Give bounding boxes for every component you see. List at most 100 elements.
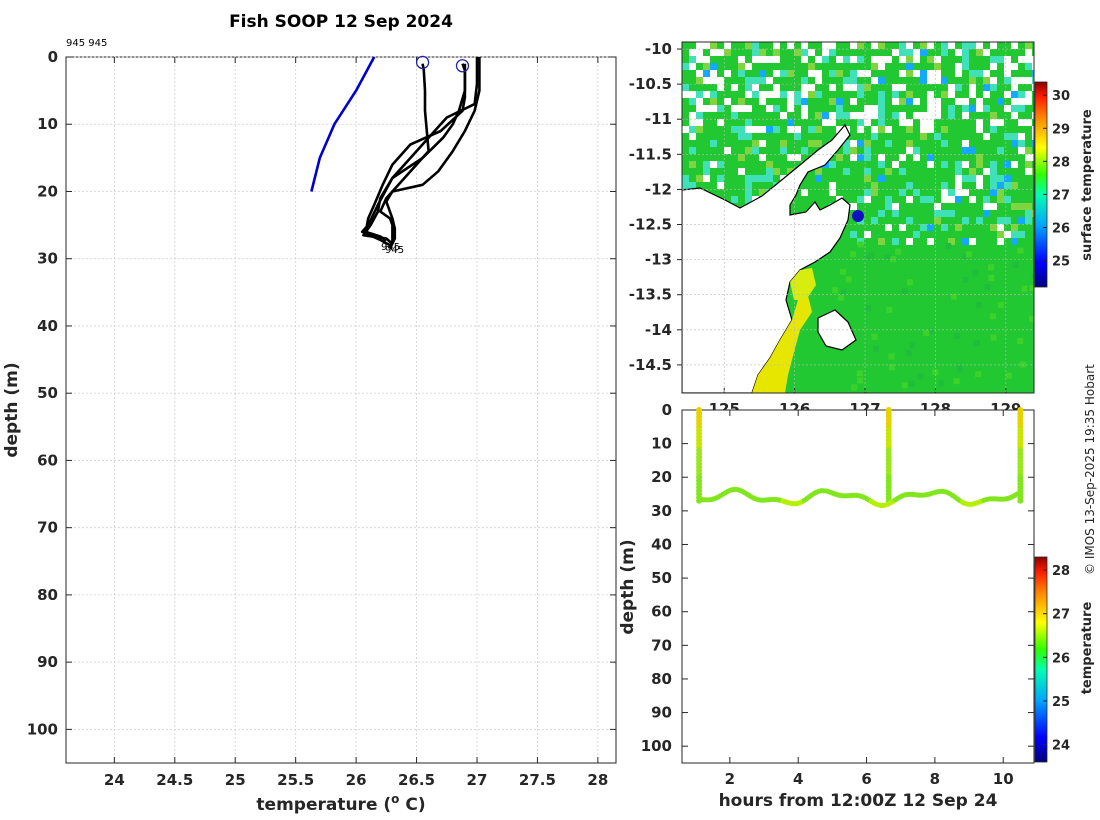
sst-cell	[983, 70, 990, 77]
section-axes-frame	[681, 409, 1035, 764]
sst-cell	[969, 91, 976, 98]
sst-cell	[752, 91, 759, 98]
sst-cell	[983, 77, 990, 84]
sst-cell	[759, 49, 766, 56]
sst-cell	[864, 196, 871, 203]
sst-cell	[829, 182, 836, 189]
sst-cell	[843, 84, 850, 91]
sst-cell	[829, 98, 836, 105]
y-tick-label: 100	[27, 720, 58, 738]
sst-cell	[787, 119, 794, 126]
sst-cell	[836, 98, 843, 105]
sst-cell	[857, 56, 864, 63]
sst-cell	[905, 349, 912, 356]
sst-cell	[1032, 126, 1034, 133]
sst-cell	[1011, 42, 1018, 49]
sst-cell	[717, 175, 724, 182]
sst-cell	[878, 105, 885, 112]
sst-cell	[976, 42, 983, 49]
sst-cell	[997, 147, 1004, 154]
sst-cell	[962, 161, 969, 168]
sst-cell	[857, 241, 864, 248]
x-tick-label: 28	[587, 771, 608, 789]
sst-cell	[976, 182, 983, 189]
sst-cell	[759, 70, 766, 77]
sst-cell	[873, 346, 880, 353]
sst-cell	[696, 49, 703, 56]
sst-cell	[703, 91, 710, 98]
sst-cell	[717, 105, 724, 112]
sst-cell	[864, 254, 871, 261]
sst-cell	[906, 182, 913, 189]
sst-cell	[878, 175, 885, 182]
sst-cell	[927, 154, 934, 161]
sst-cell	[906, 119, 913, 126]
sst-cell	[983, 91, 990, 98]
sst-cell	[962, 238, 969, 245]
sst-cell	[745, 119, 752, 126]
colorbar-tick-label: 27	[1052, 608, 1070, 623]
colorbar-tick-label: 28	[1052, 155, 1070, 170]
sst-cell	[892, 112, 899, 119]
sst-cell	[864, 189, 871, 196]
sst-cell	[948, 105, 955, 112]
sst-cell	[745, 91, 752, 98]
sst-cell	[1011, 238, 1018, 245]
sst-cell	[990, 182, 997, 189]
sst-cell	[801, 112, 808, 119]
sst-cell	[899, 189, 906, 196]
sst-cell	[766, 168, 773, 175]
sst-cell	[871, 56, 878, 63]
map-y-tick-label: -11.5	[629, 145, 672, 163]
sst-cell	[888, 353, 895, 360]
sst-cell	[941, 210, 948, 217]
sst-cell	[710, 91, 717, 98]
sst-cell	[850, 42, 857, 49]
sst-cell	[759, 140, 766, 147]
sst-cell	[1019, 361, 1026, 368]
y-tick-label: 80	[37, 586, 58, 604]
sst-cell	[920, 42, 927, 49]
sst-cell	[1011, 161, 1018, 168]
sst-cell	[745, 77, 752, 84]
sst-cell	[808, 126, 815, 133]
sst-cell	[955, 84, 962, 91]
map-y-tick-label: -12	[645, 180, 672, 198]
sst-cell	[717, 161, 724, 168]
sst-cell	[836, 112, 843, 119]
sst-cell	[1018, 203, 1025, 210]
sst-cell	[997, 196, 1004, 203]
sst-cell	[1032, 56, 1034, 63]
sst-cell	[745, 42, 752, 49]
sst-cell	[941, 42, 948, 49]
sst-cell	[773, 42, 780, 49]
sst-cell	[703, 161, 710, 168]
sst-cell	[908, 380, 915, 387]
sst-cell	[815, 140, 822, 147]
sst-cell	[857, 238, 864, 245]
sst-cell	[759, 77, 766, 84]
sst-cell	[724, 147, 731, 154]
x-tick-label: 25	[225, 771, 246, 789]
sst-cell	[710, 140, 717, 147]
profile-end-label-2: 945	[381, 242, 400, 253]
sst-cell	[997, 56, 1004, 63]
sst-cell	[913, 98, 920, 105]
sst-cell	[997, 175, 1004, 182]
sst-cell	[787, 91, 794, 98]
sst-cell	[850, 251, 857, 258]
sst-cell	[945, 243, 952, 250]
sst-cell	[997, 224, 1004, 231]
sst-cell	[689, 98, 696, 105]
sst-cell	[1032, 140, 1034, 147]
sst-cell	[738, 98, 745, 105]
sst-cell	[962, 98, 969, 105]
sst-cell	[953, 378, 960, 385]
sst-cell	[801, 84, 808, 91]
section-y-tick-label: 50	[651, 569, 672, 587]
sst-cell	[997, 119, 1004, 126]
x-tick-label: 26.5	[398, 771, 435, 789]
sst-cell	[682, 182, 689, 189]
sst-cell	[955, 161, 962, 168]
sst-cell	[752, 140, 759, 147]
